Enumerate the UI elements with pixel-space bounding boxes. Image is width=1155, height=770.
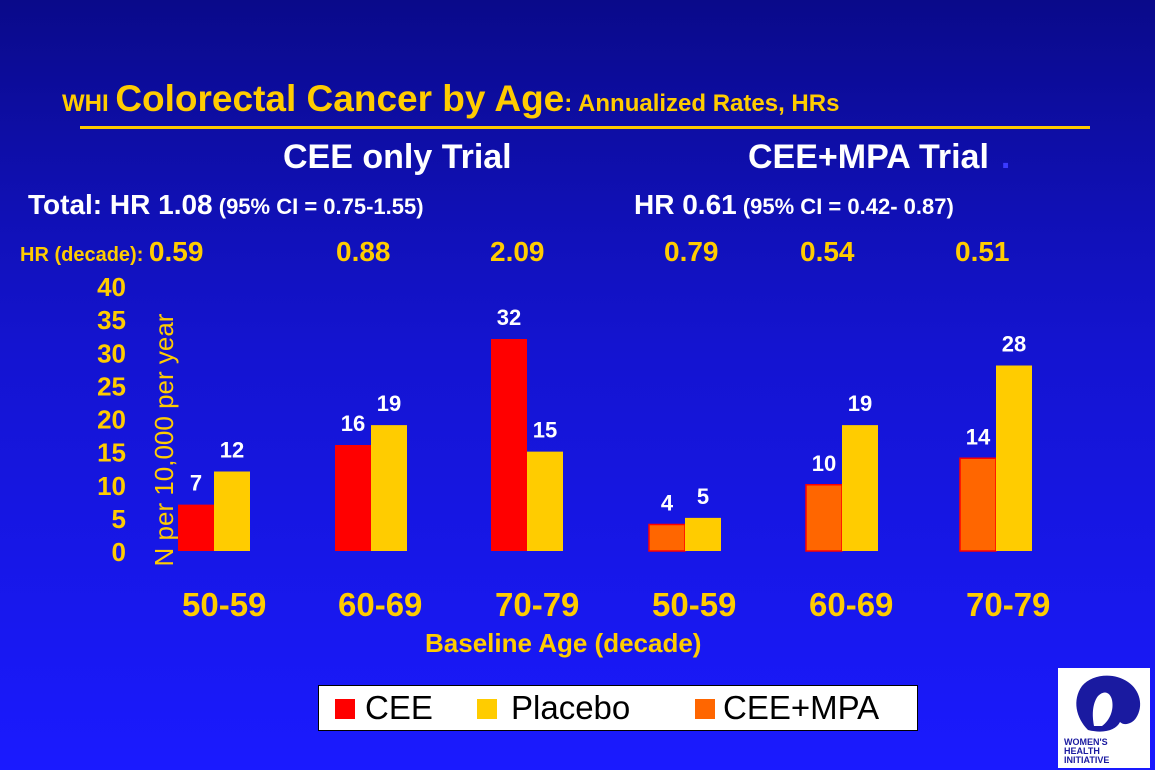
data-label: 12 [220,438,244,463]
x-tick-label: 60-69 [338,586,423,623]
title-underline [80,126,1090,129]
data-label: 4 [661,491,674,516]
data-label: 10 [812,451,836,476]
hr-decade-label: HR (decade): [20,244,149,266]
data-label: 28 [1002,332,1026,357]
hr-decade-value: 0.51 [955,236,1010,267]
hr-decade-value: 2.09 [490,236,545,267]
y-tick-label: 25 [97,371,126,401]
whi-logo: WOMEN'S HEALTH INITIATIVE [1058,668,1150,768]
hr-decade-value: 0.59 [148,236,204,267]
legend-swatch-placebo [477,699,497,719]
data-label: 5 [697,484,709,509]
ceempa-trial-heading: CEE+MPA Trial. [748,138,1010,177]
hr-decade-row: HR (decade): 0.59 [20,236,203,268]
data-label: 15 [533,418,557,443]
bar-cee [335,445,371,551]
cee-total-label: Total: HR 1.08 [28,189,213,220]
x-tick-label: 50-59 [652,586,737,623]
legend-label-placebo: Placebo [511,689,631,726]
ceempa-total-ci: (95% CI = 0.42- 0.87) [736,194,954,219]
bar-cee-mpa [648,523,686,552]
x-tick-label: 60-69 [809,586,894,623]
hr-decade-value: 0.79 [664,236,719,267]
x-tick-label: 70-79 [495,586,580,623]
logo-line: WOMEN'S [1064,737,1108,747]
bar-cee [491,339,527,551]
bar-cee-mpa [959,457,997,552]
title-suffix: : Annualized Rates, HRs [564,90,840,117]
y-tick-label: 0 [112,537,126,567]
chart-legend: CEE Placebo CEE+MPA [318,685,918,731]
y-tick-label: 40 [97,272,126,302]
chart-title: WHI Colorectal Cancer by Age: Annualized… [62,78,839,120]
legend-swatch-cee [335,699,355,719]
bar-placebo [842,425,878,551]
cee-total-ci: (95% CI = 0.75-1.55) [212,194,424,219]
bar-cee-mpa [805,484,843,552]
y-tick-label: 30 [97,338,126,368]
bar-placebo [527,451,563,551]
title-prefix: WHI [62,90,116,117]
logo-profile-icon [1076,675,1141,732]
bar-placebo [214,471,250,551]
x-tick-label: 70-79 [966,586,1051,623]
logo-line: HEALTH [1064,746,1100,756]
data-label: 19 [377,391,401,416]
bar-placebo [371,425,407,551]
ceempa-trial-name: CEE+MPA Trial [748,138,989,176]
cee-total-hr: Total: HR 1.08 (95% CI = 0.75-1.55) [28,189,424,221]
legend-swatch-ceempa [695,699,715,719]
bar-cee [178,504,214,551]
bar-placebo [685,517,721,551]
legend-label-cee: CEE [365,689,433,726]
hr-decade-value: 0.54 [800,236,855,267]
y-tick-label: 10 [97,471,126,501]
x-tick-label: 50-59 [182,586,267,623]
bar-placebo [996,365,1032,551]
x-axis-label: Baseline Age (decade) [425,628,702,658]
y-tick-label: 20 [97,405,126,435]
data-label: 16 [341,411,365,436]
trial-dot: . [1000,138,1011,176]
y-tick-label: 5 [112,504,126,534]
data-label: 19 [848,391,872,416]
ceempa-total-hr: HR 0.61 (95% CI = 0.42- 0.87) [634,189,954,221]
data-label: 32 [497,305,521,330]
logo-text: WOMEN'S HEALTH INITIATIVE [1064,738,1109,765]
hr-decade-value: 0.88 [336,236,391,267]
legend-label-ceempa: CEE+MPA [723,689,880,726]
y-tick-label: 35 [97,305,126,335]
ceempa-total-label: HR 0.61 [634,189,737,220]
data-label: 14 [966,424,991,449]
title-main: Colorectal Cancer by Age [115,78,565,119]
cee-trial-heading: CEE only Trial [283,138,512,176]
data-label: 7 [190,471,202,496]
y-tick-label: 15 [97,438,126,468]
logo-line: INITIATIVE [1064,755,1110,765]
